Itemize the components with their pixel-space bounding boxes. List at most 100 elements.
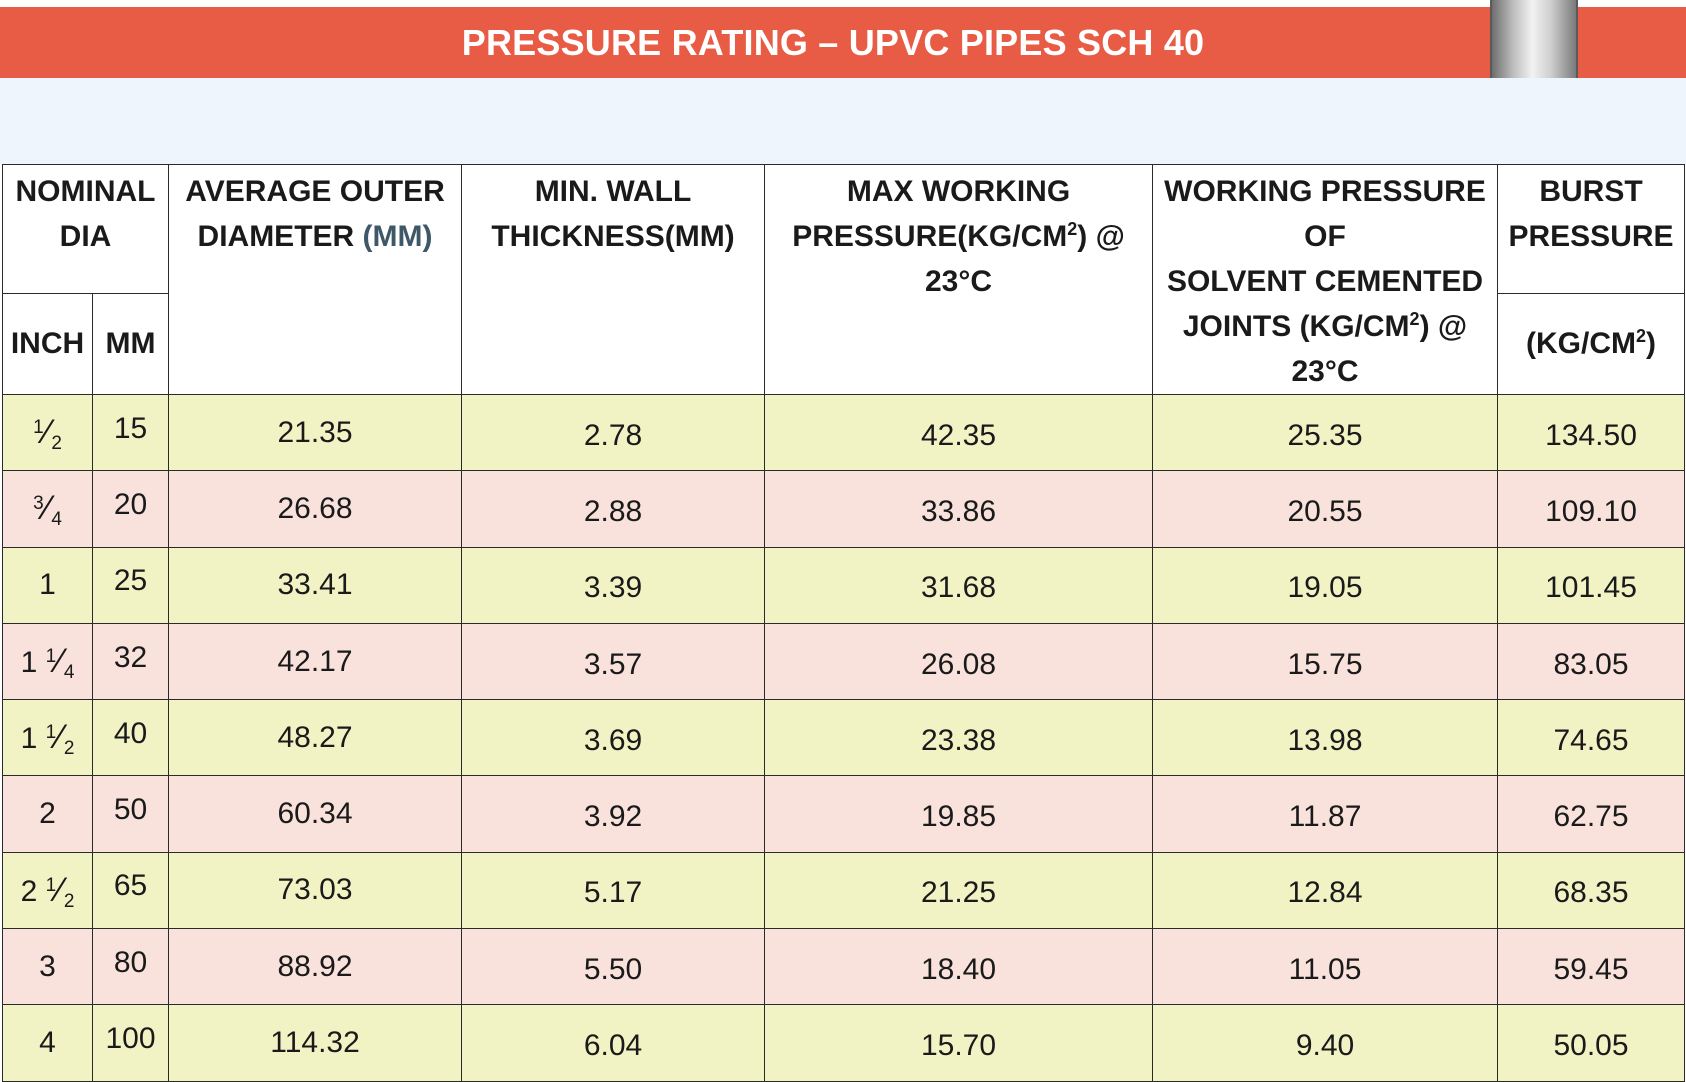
joint-pressure-cell: 13.98 bbox=[1152, 699, 1499, 777]
pipe-graphic bbox=[1490, 0, 1578, 78]
outer-diameter-cell: 48.27 bbox=[168, 699, 463, 777]
burst-unit-close: ) bbox=[1646, 327, 1657, 361]
outer-diameter-cell: 88.92 bbox=[168, 928, 463, 1006]
burst-pressure-cell: 83.05 bbox=[1497, 622, 1686, 701]
inch-whole: 1 bbox=[20, 722, 38, 756]
joint-label-3: JOINTS (KG/CM bbox=[1182, 310, 1410, 343]
wall-label: MIN. WALL bbox=[534, 175, 692, 208]
max-working-pressure-cell: 21.25 bbox=[764, 851, 1154, 930]
inch-numerator: 1 bbox=[45, 722, 57, 744]
diameter-unit: (MM) bbox=[362, 220, 433, 253]
title-banner: PRESSURE RATING – UPVC PIPES SCH 40 bbox=[0, 7, 1686, 78]
burst-pressure-cell: 59.45 bbox=[1497, 928, 1686, 1006]
table-row: 1⁄2 15 21.35 2.78 42.35 25.35 134.50 bbox=[2, 393, 1686, 472]
inch-denominator: 4 bbox=[51, 509, 62, 531]
table-row: 4 100 114.32 6.04 15.70 9.40 50.05 bbox=[2, 1004, 1686, 1082]
inch-value: 1 1⁄4 bbox=[20, 642, 75, 684]
wall-thickness-cell: 3.39 bbox=[461, 546, 766, 624]
max-working-pressure-cell: 23.38 bbox=[764, 699, 1154, 777]
max-working-pressure-cell: 31.68 bbox=[764, 546, 1154, 624]
inch-value: 1 1⁄2 bbox=[20, 718, 75, 760]
joint-label-4: 23°C bbox=[1291, 355, 1359, 388]
mm-cell: 50 bbox=[91, 775, 170, 853]
inch-header: INCH bbox=[2, 293, 93, 395]
burst-pressure-cell: 74.65 bbox=[1497, 699, 1686, 777]
mm-cell: 100 bbox=[91, 1004, 170, 1082]
inch-denominator: 2 bbox=[63, 890, 75, 912]
joint-pressure-cell: 25.35 bbox=[1152, 393, 1499, 472]
diameter-label: DIAMETER bbox=[197, 220, 363, 253]
inch-whole: 1 bbox=[20, 646, 38, 680]
burst-unit-header: (KG/CM2) bbox=[1497, 293, 1686, 395]
burst-pressure-cell: 109.10 bbox=[1497, 470, 1686, 548]
max-working-pressure-cell: 15.70 bbox=[764, 1004, 1154, 1082]
max-working-pressure-cell: 19.85 bbox=[764, 775, 1154, 853]
dia-label: DIA bbox=[59, 220, 112, 253]
wall-thickness-cell: 2.88 bbox=[461, 470, 766, 548]
table-row: 1 1⁄2 40 48.27 3.69 23.38 13.98 74.65 bbox=[2, 699, 1686, 777]
joint-label-1: WORKING PRESSURE OF bbox=[1164, 175, 1486, 253]
outer-diameter-cell: 26.68 bbox=[168, 470, 463, 548]
table-row: 2 50 60.34 3.92 19.85 11.87 62.75 bbox=[2, 775, 1686, 853]
mm-cell: 65 bbox=[91, 851, 170, 930]
wall-thickness-cell: 5.17 bbox=[461, 851, 766, 930]
joint-label-2: SOLVENT CEMENTED bbox=[1166, 265, 1484, 298]
burst-pressure-cell: 62.75 bbox=[1497, 775, 1686, 853]
wall-thickness-cell: 2.78 bbox=[461, 393, 766, 472]
joint-pressure-header: WORKING PRESSURE OF SOLVENT CEMENTED JOI… bbox=[1152, 164, 1499, 395]
inch-denominator: 2 bbox=[63, 738, 75, 760]
wall-thickness-cell: 6.04 bbox=[461, 1004, 766, 1082]
inch-whole: 2 bbox=[39, 797, 56, 831]
joint-pressure-cell: 11.05 bbox=[1152, 928, 1499, 1006]
inch-cell: 4 bbox=[2, 1004, 93, 1082]
inch-numerator: 1 bbox=[45, 874, 57, 896]
mm-cell: 80 bbox=[91, 928, 170, 1006]
mm-header: MM bbox=[91, 293, 170, 395]
nominal-label: NOMINAL bbox=[15, 175, 156, 208]
burst-pressure-header: BURST PRESSURE bbox=[1497, 163, 1686, 295]
inch-denominator: 2 bbox=[51, 433, 62, 455]
burst-pressure-cell: 68.35 bbox=[1497, 851, 1686, 930]
inch-whole: 2 bbox=[20, 874, 38, 908]
wall-thickness-header: MIN. WALL THICKNESS(MM) bbox=[461, 164, 766, 395]
joint-pressure-cell: 11.87 bbox=[1152, 775, 1499, 853]
max-working-temp: ) @ 23°C bbox=[925, 220, 1125, 298]
nominal-dia-header: NOMINAL DIA bbox=[1, 163, 170, 295]
burst-pressure-cell: 134.50 bbox=[1497, 393, 1686, 472]
inch-numerator: 3 bbox=[33, 493, 44, 515]
inch-cell: 1⁄2 bbox=[2, 393, 93, 472]
joint-pressure-cell: 15.75 bbox=[1152, 622, 1499, 701]
pressure-label: PRESSURE bbox=[1508, 220, 1674, 253]
inch-numerator: 1 bbox=[45, 646, 57, 668]
wall-thickness-cell: 5.50 bbox=[461, 928, 766, 1006]
max-working-unit: PRESSURE(KG/CM bbox=[792, 220, 1068, 253]
joint-pressure-cell: 19.05 bbox=[1152, 546, 1499, 624]
wall-thickness-cell: 3.69 bbox=[461, 699, 766, 777]
inch-whole: 1 bbox=[39, 568, 56, 602]
table-row: 1 1⁄4 32 42.17 3.57 26.08 15.75 83.05 bbox=[2, 622, 1686, 701]
inch-value: 4 bbox=[39, 1026, 56, 1060]
inch-value: 2 bbox=[39, 797, 56, 831]
superscript: 2 bbox=[1409, 309, 1420, 329]
inch-cell: 3⁄4 bbox=[2, 470, 93, 548]
joint-pressure-cell: 12.84 bbox=[1152, 851, 1499, 930]
outer-diameter-cell: 73.03 bbox=[168, 851, 463, 930]
outer-label: AVERAGE OUTER bbox=[185, 175, 445, 208]
inch-cell: 2 1⁄2 bbox=[2, 851, 93, 930]
joint-pressure-cell: 9.40 bbox=[1152, 1004, 1499, 1082]
mm-cell: 15 bbox=[91, 393, 170, 472]
max-working-label: MAX WORKING bbox=[846, 175, 1071, 208]
inch-cell: 1 bbox=[2, 546, 93, 624]
table-row: 3 80 88.92 5.50 18.40 11.05 59.45 bbox=[2, 928, 1686, 1006]
inch-value: 2 1⁄2 bbox=[20, 870, 75, 912]
outer-diameter-cell: 42.17 bbox=[168, 622, 463, 701]
pressure-table: NOMINAL DIA AVERAGE OUTER DIAMETER (MM) … bbox=[1, 163, 1686, 1082]
joint-label-3b: ) @ bbox=[1419, 310, 1468, 343]
joint-pressure-cell: 20.55 bbox=[1152, 470, 1499, 548]
page-title: PRESSURE RATING – UPVC PIPES SCH 40 bbox=[461, 22, 1205, 63]
outer-diameter-cell: 33.41 bbox=[168, 546, 463, 624]
inch-denominator: 4 bbox=[63, 662, 75, 684]
max-working-pressure-cell: 26.08 bbox=[764, 622, 1154, 701]
mm-cell: 32 bbox=[91, 622, 170, 701]
superscript: 2 bbox=[1636, 326, 1647, 347]
